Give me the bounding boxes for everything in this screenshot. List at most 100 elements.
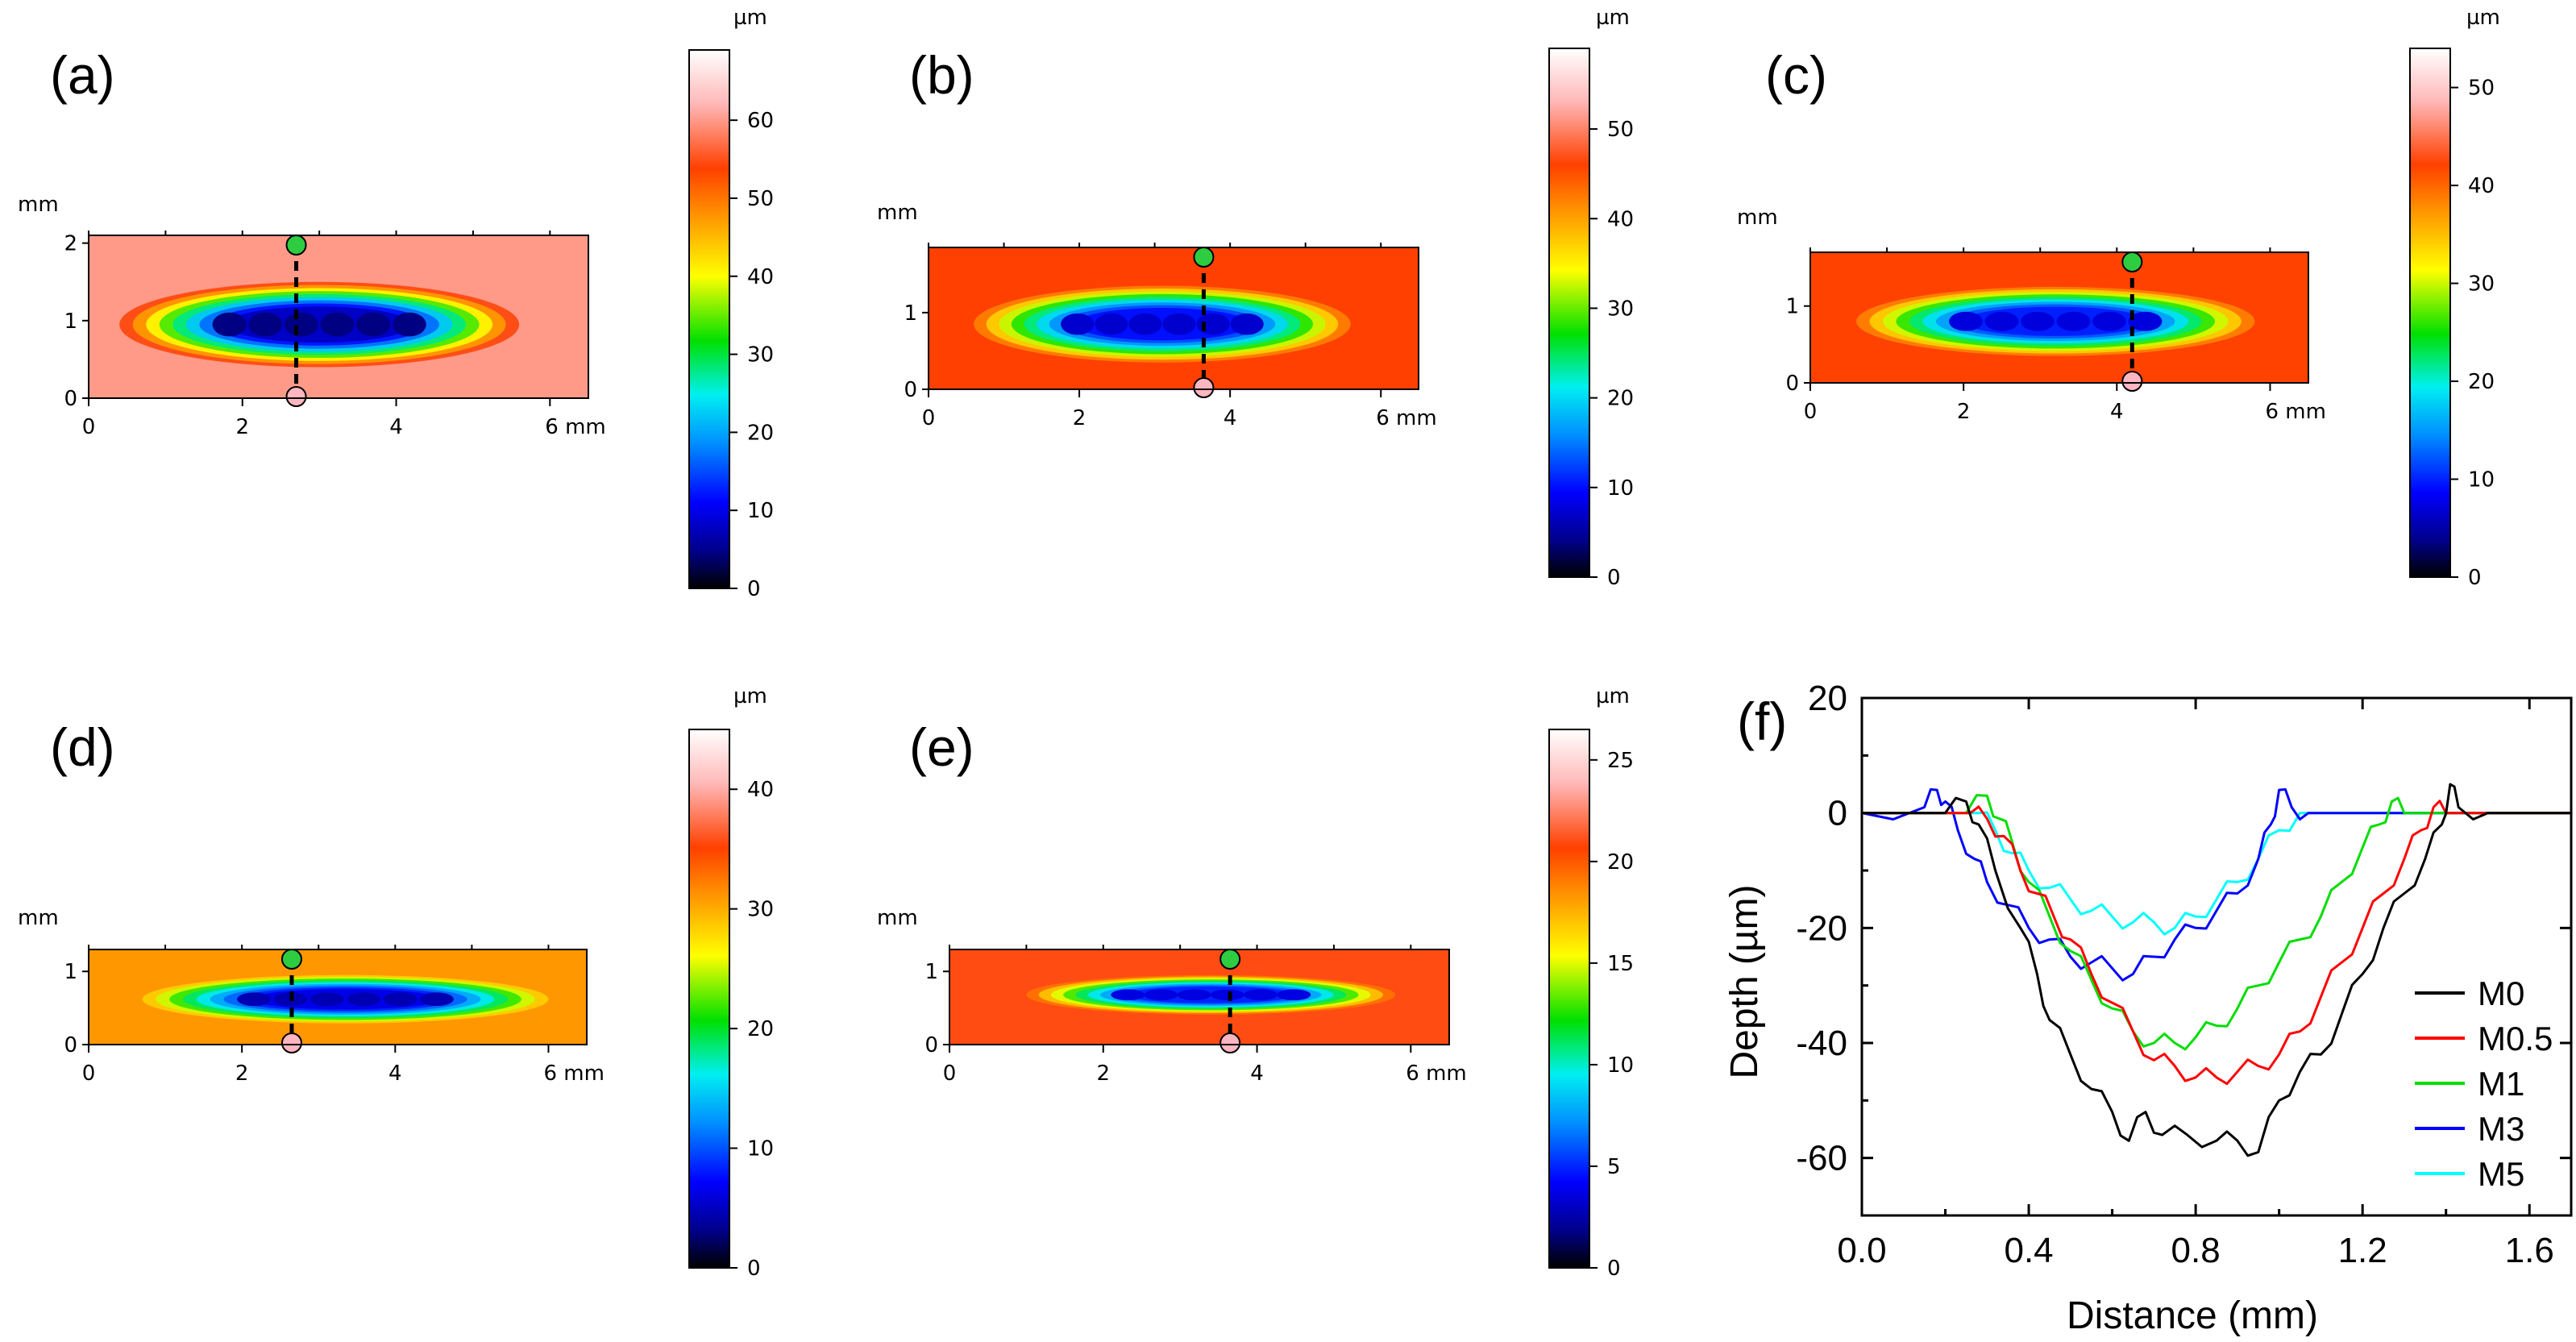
depth-minimum bbox=[1984, 311, 2019, 331]
colorbar-d: 0 10 20 30 40 bbox=[688, 729, 774, 1281]
x-tick-label: 1.2 bbox=[2338, 1231, 2387, 1270]
x-tick-label: 2 bbox=[235, 415, 249, 439]
colorbar-tick-label: 0 bbox=[747, 1257, 761, 1281]
depth-minimum bbox=[419, 992, 454, 1007]
panel-label-e: (e) bbox=[909, 717, 974, 777]
colorbar-tick-label: 10 bbox=[747, 1137, 774, 1161]
profile-start-marker bbox=[1193, 247, 1215, 268]
legend-label-M1: M1 bbox=[2478, 1065, 2524, 1103]
depth-minimum bbox=[383, 992, 418, 1007]
heatmap-frame bbox=[928, 247, 1419, 390]
heatmap-a bbox=[89, 235, 588, 407]
x-tick-label: 0 bbox=[82, 415, 96, 439]
colorbar-tick-label: 0 bbox=[747, 577, 761, 601]
colorbar-gradient-bar bbox=[688, 729, 730, 1269]
colorbar-tick-label: 30 bbox=[747, 343, 774, 368]
colorbar-unit-a: µm bbox=[733, 6, 767, 30]
y-unit-label-a: mm bbox=[18, 193, 59, 217]
x-tick-label: 0.0 bbox=[1837, 1231, 1886, 1270]
depth-minimum bbox=[1162, 313, 1196, 335]
panel-label-d: (d) bbox=[50, 717, 115, 777]
colorbar-tick-label: 30 bbox=[747, 898, 774, 922]
colorbar-tick-label: 40 bbox=[747, 265, 774, 289]
profile-end-marker bbox=[285, 386, 307, 407]
x-tick-label: 6 mm bbox=[1406, 1062, 1466, 1086]
colorbar-gradient-bar bbox=[1548, 48, 1590, 578]
heatmap-frame bbox=[88, 235, 589, 399]
y-axis-title: Depth (µm) bbox=[1723, 884, 1766, 1078]
x-tick-label: 2 bbox=[1096, 1062, 1110, 1086]
x-tick-label: 0 bbox=[943, 1062, 957, 1086]
colorbar-tick-label: 20 bbox=[1607, 387, 1634, 411]
heatmap-axes-d: 0 2 4 6 mm 0 1 bbox=[64, 945, 605, 1086]
legend-label-M3: M3 bbox=[2478, 1110, 2524, 1148]
x-axis-title: Distance (mm) bbox=[2067, 1294, 2318, 1337]
x-tick-label: 0.4 bbox=[2004, 1231, 2053, 1270]
panel-label-f: (f) bbox=[1737, 692, 1787, 751]
colorbar-tick-label: 25 bbox=[1607, 749, 1634, 773]
profile-start-marker bbox=[1219, 949, 1241, 970]
y-tick-label: 1 bbox=[64, 310, 77, 334]
colorbar-tick-label: 20 bbox=[1607, 850, 1634, 875]
colorbar-a: 0 10 20 30 40 50 60 bbox=[688, 49, 774, 601]
y-tick-label: 1 bbox=[904, 301, 917, 326]
y-tick-label: 1 bbox=[1785, 295, 1799, 319]
x-tick-label: 1.6 bbox=[2505, 1231, 2554, 1270]
x-tick-label: 0.8 bbox=[2171, 1231, 2221, 1270]
colorbar-e: 0 5 10 15 20 25 bbox=[1548, 729, 1634, 1281]
legend-label-M5: M5 bbox=[2478, 1155, 2524, 1193]
depth-minimum bbox=[1949, 311, 1983, 331]
depth-minimum bbox=[2021, 311, 2055, 331]
series-line-M0 bbox=[1862, 783, 2571, 1157]
colorbar-tick-label: 0 bbox=[2468, 566, 2482, 590]
colorbar-tick-label: 10 bbox=[1607, 476, 1634, 501]
panel-a: (a) mm 0 2 4 6 mm 0 1 2 0 10 20 30 40 50 60 µm bbox=[18, 6, 774, 601]
colorbar-tick-label: 0 bbox=[1607, 1257, 1621, 1281]
x-tick-label: 4 bbox=[1250, 1062, 1264, 1086]
panel-label-c: (c) bbox=[1765, 45, 1827, 105]
colorbar-tick-label: 40 bbox=[747, 778, 774, 802]
depth-minimum bbox=[237, 992, 272, 1007]
panel-e: (e) mm 0 2 4 6 mm 0 1 0 5 10 15 20 25 µm bbox=[877, 684, 1634, 1281]
colorbar-tick-label: 10 bbox=[2468, 468, 2495, 492]
depth-minimum bbox=[248, 312, 283, 337]
colorbar-tick-label: 50 bbox=[2468, 77, 2495, 101]
y-tick-label: 0 bbox=[904, 378, 917, 402]
depth-minimum bbox=[1144, 989, 1178, 1001]
heatmap-c bbox=[1810, 251, 2308, 392]
colorbar-tick-label: 15 bbox=[1607, 952, 1634, 976]
depth-minimum bbox=[320, 312, 355, 337]
x-tick-label: 6 mm bbox=[543, 1062, 604, 1086]
x-tick-label: 4 bbox=[1224, 406, 1237, 430]
series-line-M0-5 bbox=[1862, 800, 2571, 1086]
heatmap-frame bbox=[1809, 251, 2309, 384]
colorbar-gradient-bar bbox=[2409, 48, 2451, 578]
panel-c: (c) mm 0 2 4 6 mm 0 1 0 10 20 30 40 50 µm bbox=[1737, 6, 2500, 590]
panel-d: (d) mm 0 2 4 6 mm 0 1 0 10 20 30 40 µm bbox=[18, 684, 774, 1281]
colorbar-unit-c: µm bbox=[2466, 6, 2500, 30]
x-tick-label: 6 mm bbox=[1376, 406, 1436, 430]
colorbar-tick-label: 0 bbox=[1607, 566, 1621, 590]
legend-label-M0: M0 bbox=[2478, 974, 2524, 1012]
colorbar-tick-label: 40 bbox=[2468, 174, 2495, 198]
x-tick-label: 4 bbox=[389, 415, 403, 439]
heatmap-b bbox=[929, 247, 1419, 398]
heatmap-e bbox=[949, 949, 1449, 1053]
colorbar-tick-label: 30 bbox=[2468, 272, 2495, 297]
colorbar-tick-label: 10 bbox=[747, 499, 774, 523]
x-tick-label: 2 bbox=[235, 1062, 249, 1086]
depth-minimum bbox=[1061, 313, 1095, 335]
colorbar-c: 0 10 20 30 40 50 bbox=[2409, 48, 2495, 590]
x-tick-label: 4 bbox=[2110, 400, 2124, 424]
profile-end-marker bbox=[280, 1032, 302, 1053]
depth-minimum bbox=[1244, 989, 1278, 1001]
colorbar-tick-label: 10 bbox=[1607, 1053, 1634, 1078]
y-tick-label: -40 bbox=[1796, 1024, 1847, 1063]
profile-end-marker bbox=[1219, 1032, 1241, 1053]
y-tick-label: 0 bbox=[1828, 794, 1847, 833]
depth-minimum bbox=[1128, 313, 1162, 335]
depth-minimum bbox=[1230, 313, 1264, 335]
y-unit-label-b: mm bbox=[877, 201, 918, 225]
profile-start-marker bbox=[2121, 251, 2143, 272]
depth-minimum bbox=[2092, 311, 2126, 331]
